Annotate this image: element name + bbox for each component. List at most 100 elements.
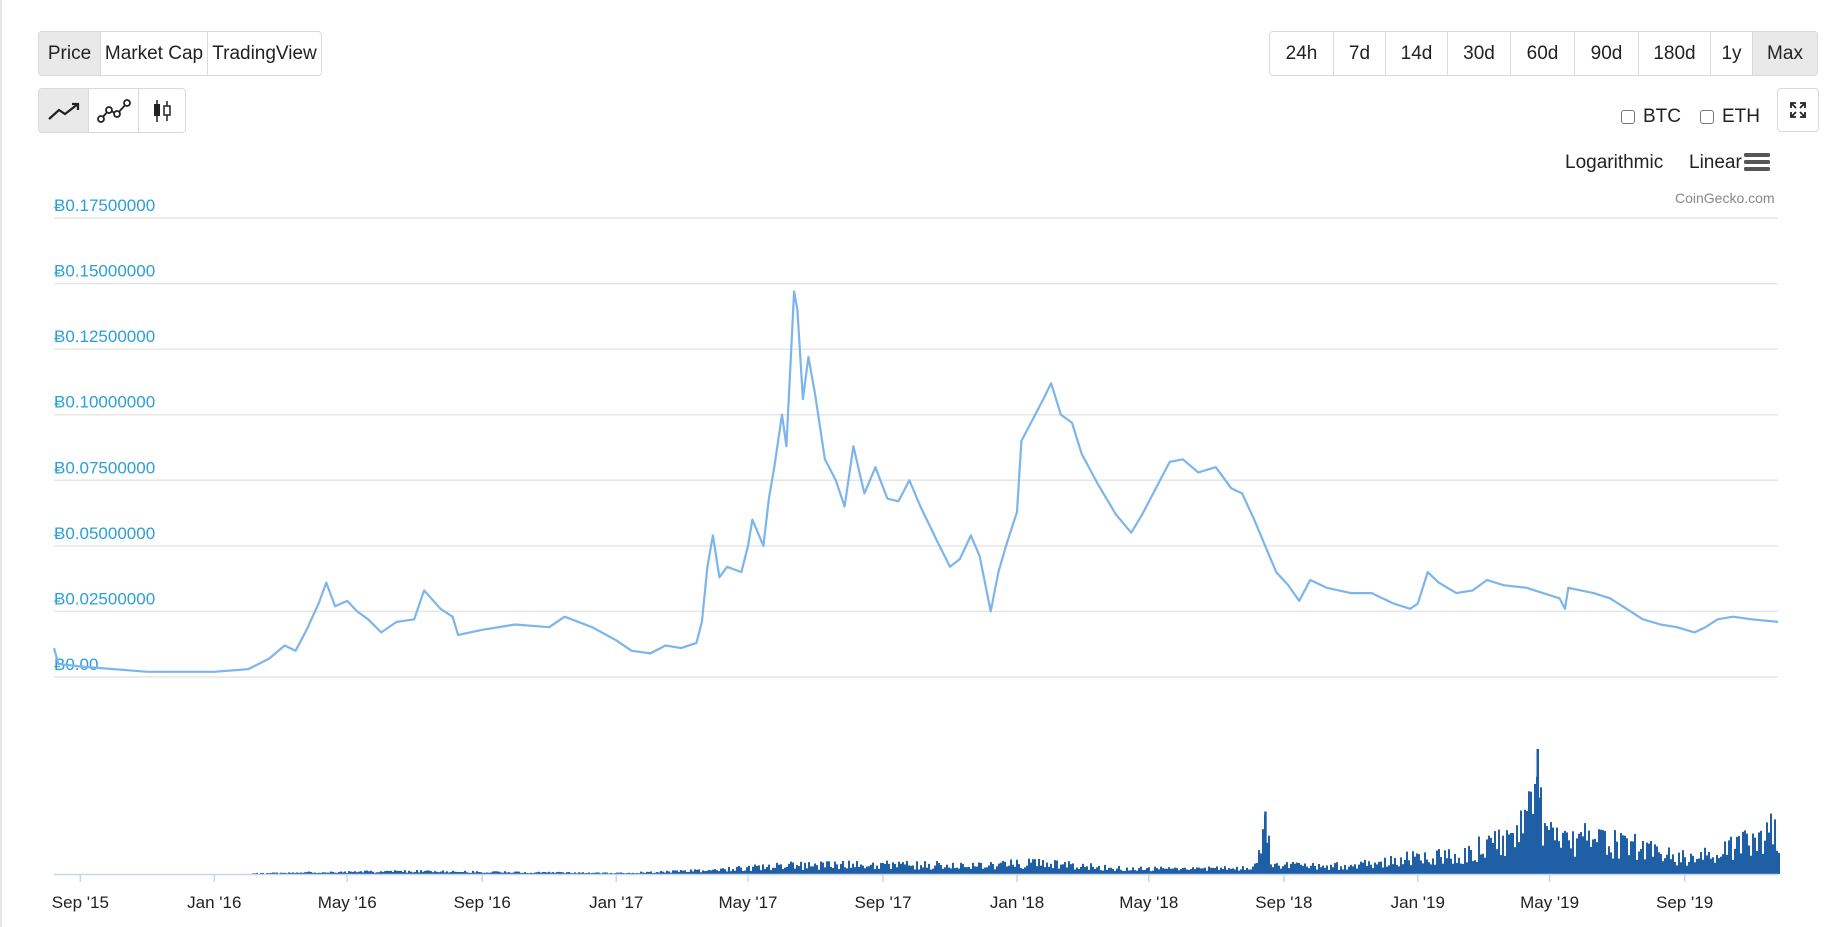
volume-bar <box>1590 846 1592 874</box>
volume-bar <box>1344 864 1346 874</box>
volume-bar <box>390 870 392 874</box>
volume-bar <box>1610 852 1612 874</box>
volume-bar <box>1296 862 1298 874</box>
volume-bar <box>516 871 518 874</box>
volume-bar <box>1732 859 1734 874</box>
volume-bar <box>672 870 674 874</box>
volume-bar <box>1650 840 1652 874</box>
compare-eth[interactable]: ETH <box>1700 106 1760 128</box>
volume-bar <box>590 873 592 874</box>
volume-bar <box>262 872 264 874</box>
volume-bar <box>1290 863 1292 874</box>
volume-bar <box>926 867 928 874</box>
volume-bar <box>808 862 810 874</box>
volume-bar <box>1146 867 1148 874</box>
volume-bar <box>1704 847 1706 874</box>
chart-type-candlestick[interactable] <box>139 89 185 132</box>
volume-bar <box>1388 865 1390 874</box>
volume-bar <box>1054 860 1056 874</box>
volume-bar <box>352 871 354 874</box>
volume-bar <box>1680 862 1682 874</box>
hamburger-menu-icon[interactable] <box>1744 151 1770 173</box>
range-max[interactable]: Max <box>1753 32 1817 75</box>
volume-bar <box>720 868 722 874</box>
volume-bar <box>1312 863 1314 874</box>
volume-bar <box>884 864 886 874</box>
volume-bar <box>1028 858 1030 874</box>
volume-bar <box>456 871 458 874</box>
volume-bar <box>482 872 484 874</box>
btc-checkbox[interactable] <box>1621 110 1635 124</box>
range-24h[interactable]: 24h <box>1270 32 1334 75</box>
scale-logarithmic[interactable]: Logarithmic <box>1565 152 1664 173</box>
volume-bar <box>1440 856 1442 874</box>
volume-bar <box>1534 783 1536 874</box>
tab-market-cap[interactable]: Market Cap <box>101 32 208 75</box>
volume-bar <box>1020 868 1022 874</box>
volume-bar <box>1158 869 1160 874</box>
volume-bar <box>1516 825 1518 874</box>
volume-bar <box>588 872 590 874</box>
volume-bar <box>1142 870 1144 874</box>
range-30d[interactable]: 30d <box>1448 32 1511 75</box>
eth-checkbox[interactable] <box>1700 110 1714 124</box>
volume-bar <box>1398 866 1400 874</box>
range-7d[interactable]: 7d <box>1334 32 1386 75</box>
volume-bar <box>1208 866 1210 874</box>
volume-bar <box>1070 864 1072 874</box>
tab-tradingview[interactable]: TradingView <box>208 32 321 75</box>
volume-bar <box>1330 864 1332 874</box>
volume-bar <box>470 872 472 874</box>
compare-btc[interactable]: BTC <box>1621 106 1681 128</box>
volume-bar <box>738 866 740 874</box>
volume-bar <box>1446 858 1448 874</box>
tab-price[interactable]: Price <box>39 32 101 75</box>
volume-bar <box>434 871 436 874</box>
chart-credit: CoinGecko.com <box>1675 190 1775 206</box>
volume-bar <box>1104 864 1106 874</box>
range-90d[interactable]: 90d <box>1575 32 1639 75</box>
volume-bar <box>374 872 376 874</box>
range-60d[interactable]: 60d <box>1511 32 1575 75</box>
volume-bar <box>1492 842 1494 874</box>
volume-bar <box>756 865 758 874</box>
volume-bar <box>912 865 914 874</box>
chart-type-scatter-line[interactable] <box>89 89 139 132</box>
x-tick-label: Sep '17 <box>854 893 911 912</box>
volume-bar <box>1420 860 1422 874</box>
volume-bar <box>1456 862 1458 874</box>
volume-bar <box>1750 855 1752 874</box>
volume-bar <box>1084 866 1086 874</box>
volume-bar <box>1770 813 1772 874</box>
volume-bar <box>1556 827 1558 874</box>
volume-bar <box>554 872 556 874</box>
volume-bar <box>1186 869 1188 874</box>
volume-bar <box>1416 853 1418 874</box>
volume-bar <box>1334 863 1336 874</box>
volume-bar <box>1352 866 1354 874</box>
expand-button[interactable] <box>1777 88 1819 132</box>
volume-bar <box>1026 865 1028 874</box>
volume-bar <box>896 867 898 874</box>
volume-bar <box>922 867 924 874</box>
chart-type-tabs <box>38 88 186 133</box>
range-180d[interactable]: 180d <box>1639 32 1711 75</box>
volume-bar <box>360 871 362 874</box>
volume-bar <box>1206 870 1208 874</box>
volume-bar <box>288 872 290 874</box>
volume-bar <box>1688 862 1690 874</box>
volume-bar <box>1162 868 1164 874</box>
range-14d[interactable]: 14d <box>1386 32 1448 75</box>
volume-bar <box>660 870 662 874</box>
volume-bar <box>252 873 254 874</box>
volume-bar <box>830 866 832 874</box>
volume-bar <box>1038 858 1040 874</box>
scale-linear[interactable]: Linear <box>1689 152 1742 173</box>
volume-bar <box>800 861 802 874</box>
chart-type-line[interactable] <box>39 89 89 132</box>
volume-bar <box>1164 868 1166 874</box>
volume-bar <box>1060 864 1062 874</box>
volume-bar <box>658 872 660 874</box>
range-1y[interactable]: 1y <box>1711 32 1753 75</box>
